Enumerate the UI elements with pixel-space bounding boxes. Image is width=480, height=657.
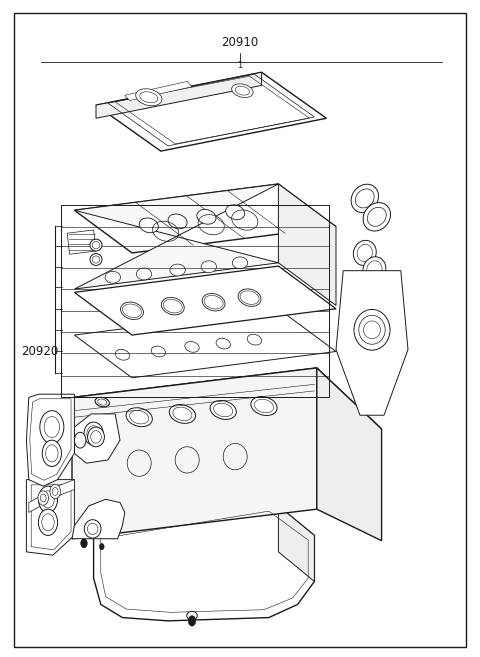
Polygon shape — [26, 480, 74, 555]
Ellipse shape — [139, 218, 158, 233]
Ellipse shape — [90, 254, 102, 265]
Ellipse shape — [136, 268, 152, 280]
Polygon shape — [72, 499, 125, 539]
Ellipse shape — [210, 401, 236, 419]
Ellipse shape — [197, 210, 216, 224]
Circle shape — [99, 543, 104, 550]
Polygon shape — [317, 368, 382, 541]
Polygon shape — [336, 271, 408, 415]
Ellipse shape — [226, 205, 245, 219]
Polygon shape — [74, 184, 336, 253]
Ellipse shape — [187, 611, 197, 620]
Ellipse shape — [363, 202, 391, 231]
Ellipse shape — [232, 257, 248, 269]
Text: 1: 1 — [238, 61, 242, 70]
Bar — [61, 205, 329, 397]
Ellipse shape — [87, 427, 105, 447]
Ellipse shape — [354, 309, 390, 350]
Polygon shape — [278, 506, 314, 581]
Ellipse shape — [161, 298, 184, 315]
Ellipse shape — [238, 289, 261, 306]
Polygon shape — [96, 72, 262, 118]
Text: 20910: 20910 — [221, 36, 259, 49]
Polygon shape — [74, 309, 336, 378]
Circle shape — [188, 616, 196, 626]
Ellipse shape — [84, 520, 101, 538]
Circle shape — [74, 432, 86, 448]
Polygon shape — [278, 184, 336, 306]
Ellipse shape — [168, 214, 187, 229]
Polygon shape — [26, 394, 74, 486]
Ellipse shape — [126, 408, 152, 426]
Ellipse shape — [105, 271, 120, 283]
Ellipse shape — [170, 264, 185, 276]
Ellipse shape — [202, 294, 225, 311]
Circle shape — [42, 440, 61, 466]
Ellipse shape — [351, 184, 379, 213]
Circle shape — [38, 486, 58, 512]
Ellipse shape — [169, 405, 195, 423]
Ellipse shape — [90, 239, 102, 251]
Polygon shape — [72, 368, 382, 459]
Circle shape — [38, 509, 58, 535]
Ellipse shape — [95, 397, 109, 407]
Polygon shape — [94, 506, 314, 621]
Ellipse shape — [353, 240, 376, 265]
Ellipse shape — [120, 302, 144, 319]
Polygon shape — [74, 184, 278, 289]
Polygon shape — [29, 480, 74, 512]
Text: 20920: 20920 — [22, 345, 59, 358]
Circle shape — [50, 484, 60, 499]
Ellipse shape — [136, 89, 162, 106]
Circle shape — [38, 491, 48, 505]
Ellipse shape — [363, 257, 386, 282]
Ellipse shape — [201, 261, 216, 273]
Ellipse shape — [251, 397, 277, 415]
Polygon shape — [125, 81, 192, 101]
Ellipse shape — [84, 422, 103, 445]
Circle shape — [40, 411, 64, 443]
Polygon shape — [74, 414, 120, 463]
Polygon shape — [72, 368, 317, 539]
Polygon shape — [67, 230, 96, 254]
Polygon shape — [74, 266, 336, 335]
Circle shape — [81, 539, 87, 548]
Ellipse shape — [232, 84, 253, 97]
Polygon shape — [96, 72, 326, 151]
